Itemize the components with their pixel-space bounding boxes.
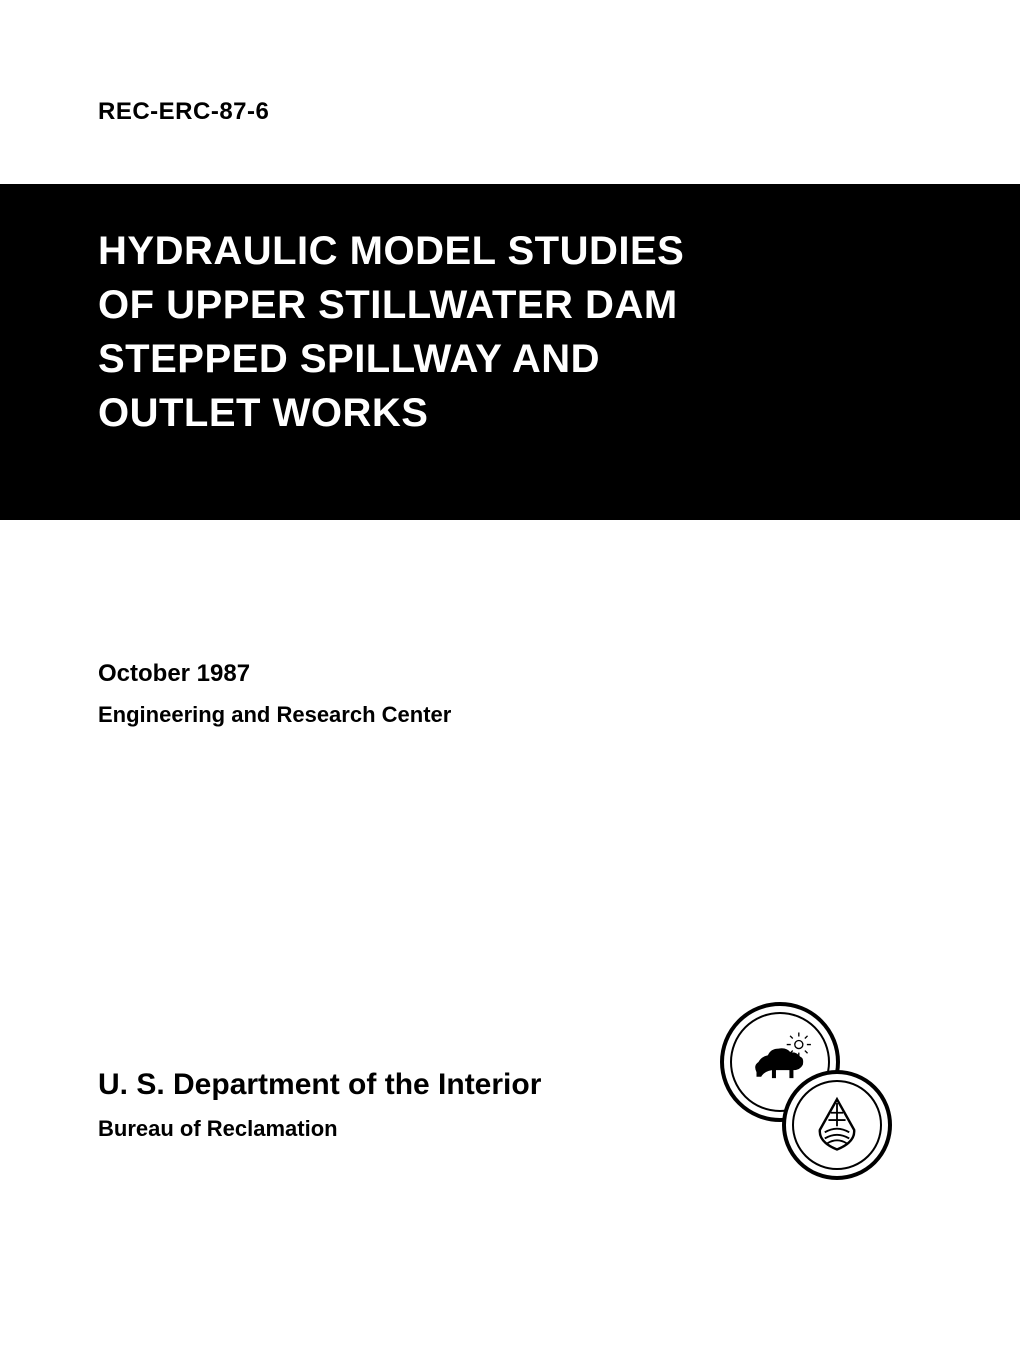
title-line-2: OF UPPER STILLWATER DAM (98, 278, 980, 332)
report-id: REC-ERC-87-6 (98, 98, 269, 126)
report-cover-page: REC-ERC-87-6 HYDRAULIC MODEL STUDIES OF … (0, 0, 1020, 1362)
title-line-1: HYDRAULIC MODEL STUDIES (98, 224, 980, 278)
title-line-3: STEPPED SPILLWAY AND (98, 332, 980, 386)
department-name: U. S. Department of the Interior (98, 1068, 541, 1102)
title-line-4: OUTLET WORKS (98, 386, 980, 440)
publication-date: October 1987 (98, 660, 451, 688)
department-block: U. S. Department of the Interior Bureau … (98, 1068, 541, 1142)
agency-seals (720, 1002, 900, 1182)
bureau-name: Bureau of Reclamation (98, 1116, 541, 1142)
reclamation-seal-ring (792, 1080, 882, 1170)
research-center: Engineering and Research Center (98, 702, 451, 728)
meta-block: October 1987 Engineering and Research Ce… (98, 660, 451, 728)
title-band: HYDRAULIC MODEL STUDIES OF UPPER STILLWA… (0, 184, 1020, 520)
